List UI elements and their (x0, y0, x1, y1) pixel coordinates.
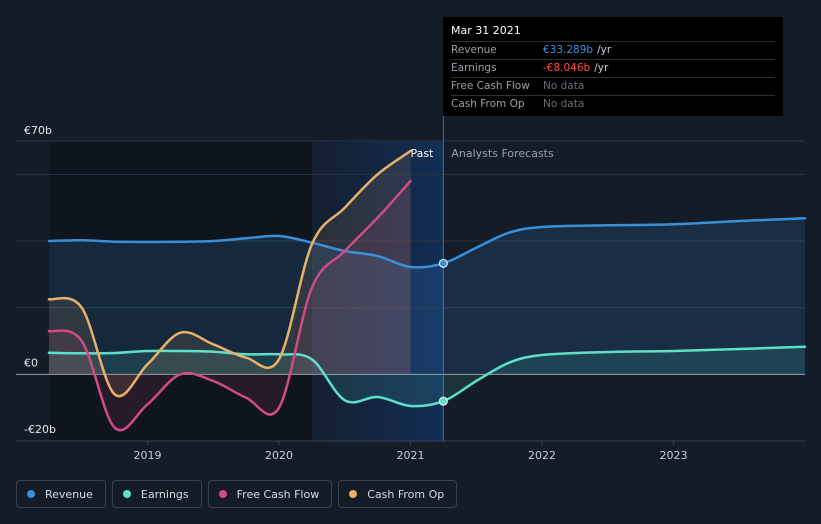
tooltip-value: No data (543, 80, 585, 92)
tooltip-value: No data (543, 98, 585, 110)
highlight-band (311, 141, 444, 441)
legend-dot-icon (122, 490, 131, 498)
y-axis-label: €70b (24, 124, 52, 137)
y-axis-label: -€20b (24, 423, 56, 436)
legend-item-cash-from-op[interactable]: Cash From Op (338, 480, 458, 508)
legend-label: Earnings (140, 487, 189, 501)
tooltip-label: Cash From Op (451, 98, 525, 110)
x-tick-label: 2021 (397, 449, 425, 462)
series-line-earnings (47, 345, 807, 408)
legend-dot-icon (349, 490, 358, 498)
highlight-marker (438, 258, 448, 268)
tooltip-label: Earnings (451, 62, 497, 74)
legend-label: Free Cash Flow (236, 487, 320, 501)
highlight-marker (438, 396, 448, 406)
legend-item-earnings[interactable]: Earnings (111, 480, 202, 508)
tooltip-row-fcf: Free Cash Flow No data (451, 77, 775, 95)
y-axis-label: €0 (24, 356, 38, 369)
tooltip-date: Mar 31 2021 (451, 24, 521, 37)
tooltip-unit: /yr (597, 44, 612, 56)
tooltip: Mar 31 2021 Revenue €33.289b /yr Earning… (443, 17, 783, 116)
tooltip-unit: /yr (594, 62, 609, 74)
tooltip-label: Revenue (451, 44, 497, 56)
past-region (48, 141, 312, 441)
series-line-free-cash-flow (47, 179, 412, 432)
x-tick-label: 2022 (528, 449, 556, 462)
legend-label: Cash From Op (367, 487, 445, 501)
series-line-revenue (47, 217, 807, 269)
tooltip-row-earnings: Earnings -€8.046b /yr (451, 59, 775, 77)
x-tick-label: 2019 (134, 449, 162, 462)
legend: Revenue Earnings Free Cash Flow Cash Fro… (16, 480, 458, 508)
tooltip-label: Free Cash Flow (451, 80, 530, 92)
series-area-cash-from-op (48, 151, 411, 397)
x-tick-label: 2020 (265, 449, 293, 462)
series-area-earnings (48, 346, 805, 407)
tooltip-row-revenue: Revenue €33.289b /yr (451, 41, 775, 59)
tooltip-value: -€8.046b (543, 62, 591, 74)
legend-dot-icon (218, 490, 227, 498)
legend-item-free-cash-flow[interactable]: Free Cash Flow (207, 480, 333, 508)
series-line-cash-from-op (47, 149, 412, 398)
past-label: Past (410, 147, 434, 160)
legend-dot-icon (27, 490, 35, 498)
legend-label: Revenue (45, 487, 93, 501)
forecast-label: Analysts Forecasts (451, 147, 554, 160)
tooltip-value: €33.289b (543, 44, 594, 56)
legend-item-revenue[interactable]: Revenue (16, 480, 106, 508)
series-area-revenue (48, 218, 805, 375)
x-tick-label: 2023 (660, 449, 688, 462)
tooltip-row-cfo: Cash From Op No data (451, 95, 775, 113)
